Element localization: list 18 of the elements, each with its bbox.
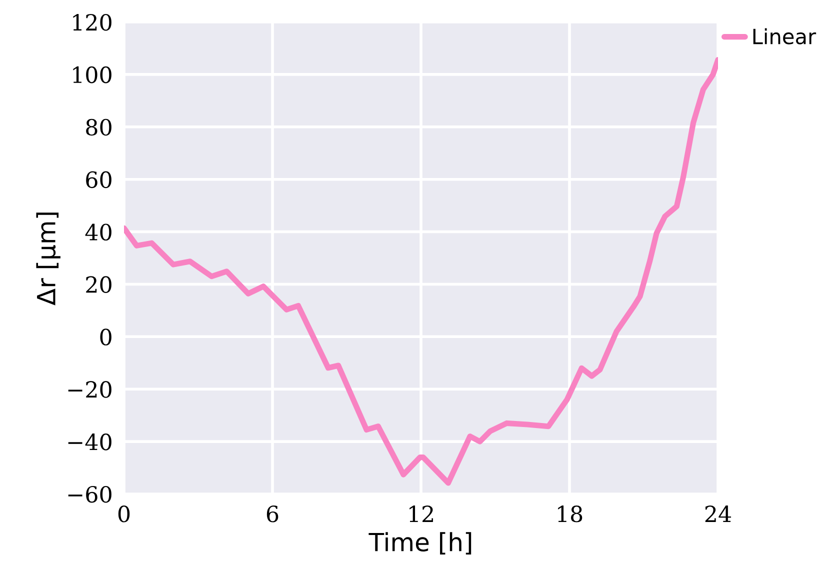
y-tick-label: 120 — [73, 14, 112, 31]
y-tick-label: 0 — [100, 328, 112, 346]
y-tick-label: 60 — [86, 171, 112, 188]
x-tick-label: 12 — [410, 506, 433, 522]
y-tick-label: −60 — [68, 486, 112, 503]
x-axis-title: Time [h] — [368, 532, 472, 554]
legend-label: Linear — [753, 28, 816, 44]
y-tick-label: 40 — [85, 224, 112, 241]
y-tick-label: 20 — [86, 276, 112, 293]
x-tick-label: 18 — [558, 506, 582, 522]
x-tick-label: 6 — [266, 506, 278, 522]
y-axis-title: Δr [μm] — [36, 212, 60, 306]
y-tick-label: −20 — [68, 381, 112, 398]
y-tick-label: 100 — [73, 66, 112, 84]
x-tick-label: 24 — [705, 506, 732, 522]
y-tick-label: 80 — [86, 118, 112, 136]
x-tick-label: 0 — [118, 506, 130, 522]
y-tick-label: −40 — [68, 434, 112, 450]
